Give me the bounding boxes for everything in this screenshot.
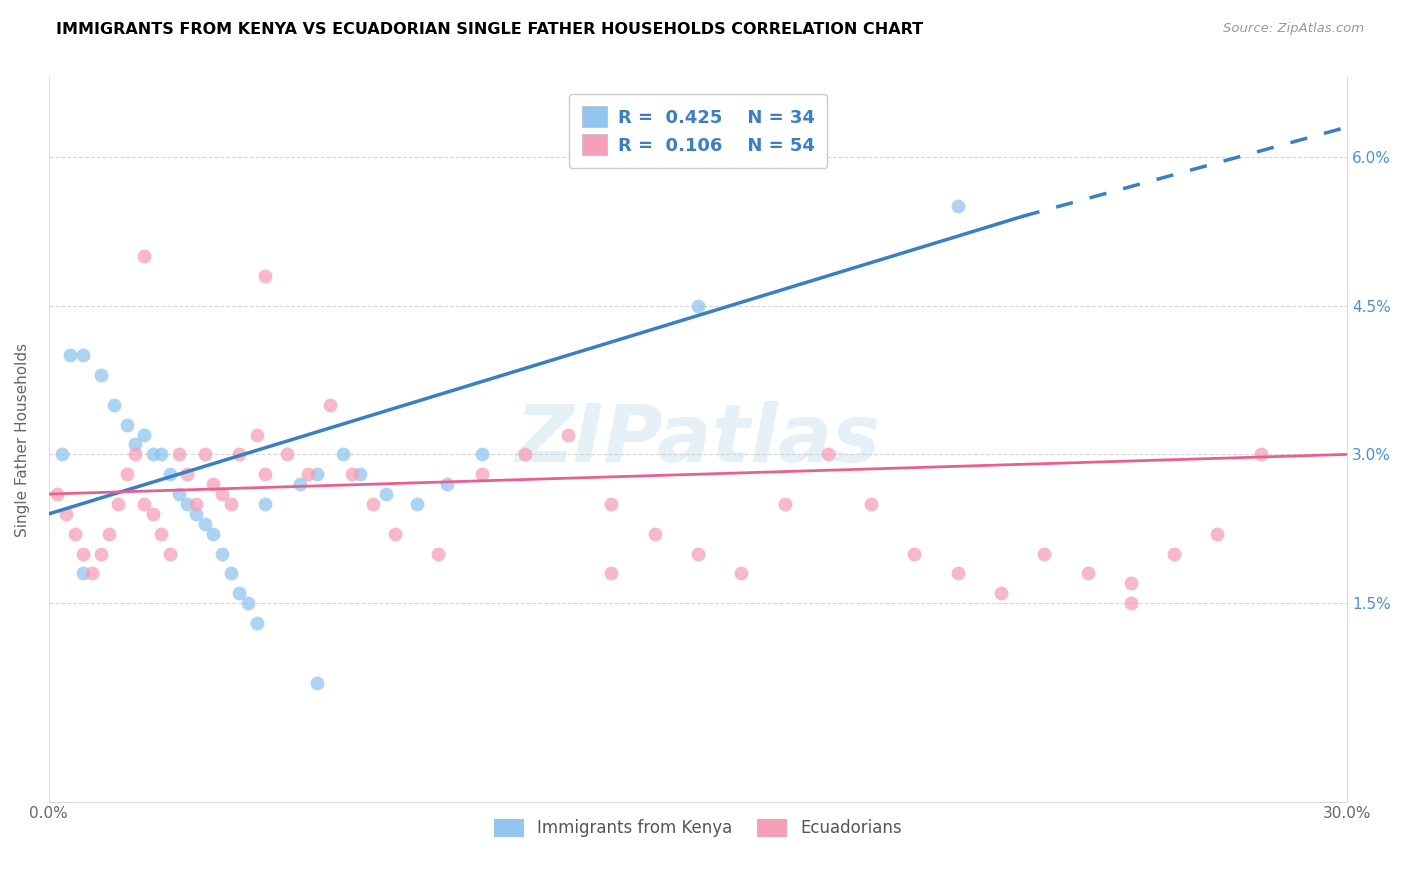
Point <box>124 437 146 451</box>
Point <box>600 497 623 511</box>
Point <box>228 586 250 600</box>
Point <box>276 447 298 461</box>
Point <box>600 566 623 581</box>
Point <box>1119 596 1142 610</box>
Point <box>63 526 86 541</box>
Point <box>202 477 225 491</box>
Point <box>150 447 173 461</box>
Point <box>557 427 579 442</box>
Point <box>228 447 250 461</box>
Point <box>72 547 94 561</box>
Point <box>686 547 709 561</box>
Point <box>297 467 319 482</box>
Y-axis label: Single Father Households: Single Father Households <box>15 343 30 537</box>
Point <box>176 497 198 511</box>
Point <box>90 547 112 561</box>
Point <box>219 497 242 511</box>
Point <box>384 526 406 541</box>
Point <box>72 566 94 581</box>
Point <box>1033 547 1056 561</box>
Point <box>686 299 709 313</box>
Point <box>349 467 371 482</box>
Text: ZIPatlas: ZIPatlas <box>516 401 880 478</box>
Point <box>211 487 233 501</box>
Point <box>193 516 215 531</box>
Point <box>115 417 138 432</box>
Point <box>427 547 450 561</box>
Point <box>142 447 165 461</box>
Point <box>124 447 146 461</box>
Point <box>307 675 329 690</box>
Point <box>59 348 82 362</box>
Point <box>340 467 363 482</box>
Point <box>903 547 925 561</box>
Point <box>1206 526 1229 541</box>
Point <box>1119 576 1142 591</box>
Point <box>202 526 225 541</box>
Point <box>72 348 94 362</box>
Point <box>51 447 73 461</box>
Point <box>176 467 198 482</box>
Point <box>946 566 969 581</box>
Point <box>46 487 69 501</box>
Point <box>107 497 129 511</box>
Point <box>80 566 103 581</box>
Point <box>773 497 796 511</box>
Point <box>219 566 242 581</box>
Point <box>142 507 165 521</box>
Point <box>990 586 1012 600</box>
Text: Source: ZipAtlas.com: Source: ZipAtlas.com <box>1223 22 1364 36</box>
Point <box>245 427 267 442</box>
Legend: Immigrants from Kenya, Ecuadorians: Immigrants from Kenya, Ecuadorians <box>486 812 908 844</box>
Point <box>817 447 839 461</box>
Point <box>103 398 125 412</box>
Point <box>98 526 121 541</box>
Point <box>946 199 969 213</box>
Point <box>1250 447 1272 461</box>
Point <box>254 268 277 283</box>
Point <box>1077 566 1099 581</box>
Point <box>193 447 215 461</box>
Point <box>132 497 155 511</box>
Point <box>132 427 155 442</box>
Point <box>184 507 207 521</box>
Point <box>375 487 398 501</box>
Point <box>471 447 494 461</box>
Point <box>132 249 155 263</box>
Point <box>115 467 138 482</box>
Point <box>254 497 277 511</box>
Point <box>288 477 311 491</box>
Point <box>245 615 267 630</box>
Point <box>167 487 190 501</box>
Text: IMMIGRANTS FROM KENYA VS ECUADORIAN SINGLE FATHER HOUSEHOLDS CORRELATION CHART: IMMIGRANTS FROM KENYA VS ECUADORIAN SING… <box>56 22 924 37</box>
Point <box>332 447 354 461</box>
Point <box>167 447 190 461</box>
Point <box>236 596 259 610</box>
Point <box>211 547 233 561</box>
Point <box>150 526 173 541</box>
Point <box>307 467 329 482</box>
Point <box>405 497 427 511</box>
Point <box>471 467 494 482</box>
Point <box>90 368 112 382</box>
Point <box>730 566 752 581</box>
Point <box>436 477 458 491</box>
Point <box>319 398 342 412</box>
Point <box>159 467 181 482</box>
Point <box>159 547 181 561</box>
Point <box>184 497 207 511</box>
Point <box>644 526 666 541</box>
Point <box>363 497 385 511</box>
Point <box>254 467 277 482</box>
Point <box>860 497 883 511</box>
Point <box>55 507 77 521</box>
Point <box>1163 547 1185 561</box>
Point <box>513 447 536 461</box>
